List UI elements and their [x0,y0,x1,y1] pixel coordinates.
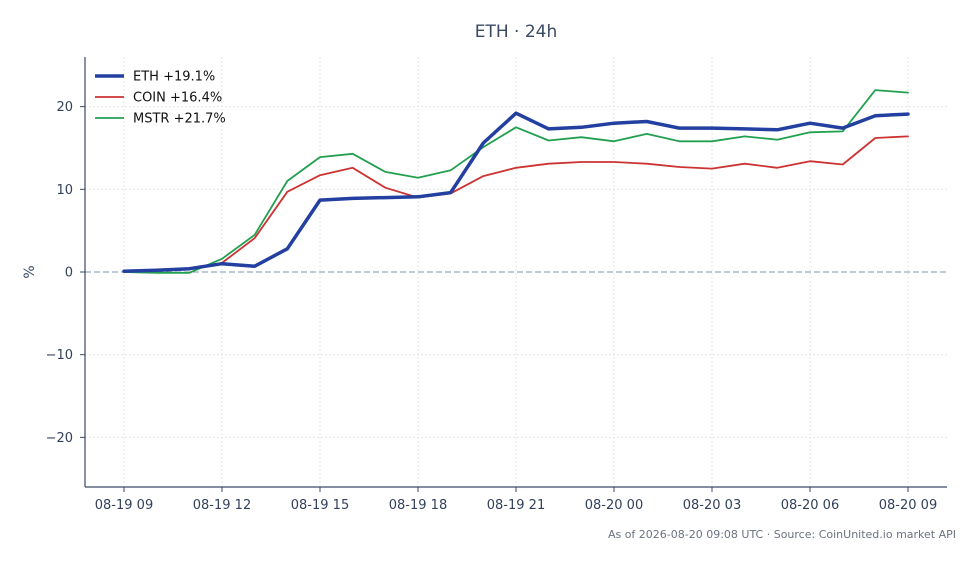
chart-title: ETH · 24h [475,22,558,42]
y-axis-label: % [22,265,38,278]
x-tick-label: 08-20 06 [781,498,839,513]
x-tick-label: 08-20 00 [585,498,643,513]
y-tick-label: 10 [56,183,73,198]
x-ticks: 08-19 09 08-19 12 08-19 15 08-19 18 08-19 21… [95,487,937,513]
legend-label: ETH +19.1% [133,70,215,85]
y-tick-label: 20 [56,100,73,115]
series-line-mstr [123,89,909,274]
y-tick-label: −20 [46,431,73,446]
legend-item-eth: ETH +19.1% [95,70,215,85]
x-tick-label: 08-19 12 [193,498,251,513]
x-tick-label: 08-19 09 [95,498,153,513]
y-tick-label: −10 [46,348,73,363]
y-ticks: −20 −10 0 10 20 [46,100,85,446]
legend-item-coin: COIN +16.4% [95,91,222,106]
legend-item-mstr: MSTR +21.7% [95,112,226,127]
legend-label: COIN +16.4% [133,91,222,106]
x-tick-label: 08-19 18 [389,498,447,513]
series-layer [122,89,910,274]
legend-label: MSTR +21.7% [133,112,226,127]
series-line-eth [122,111,910,273]
x-tick-label: 08-19 21 [487,498,545,513]
x-tick-label: 08-19 15 [291,498,349,513]
source-footnote: As of 2026-08-20 09:08 UTC · Source: Coi… [608,528,956,541]
series-line-coin [123,135,909,273]
y-tick-label: 0 [65,266,73,281]
x-tick-label: 08-20 03 [683,498,741,513]
x-tick-label: 08-20 09 [879,498,937,513]
legend: ETH +19.1% COIN +16.4% MSTR +21.7% [95,70,226,127]
